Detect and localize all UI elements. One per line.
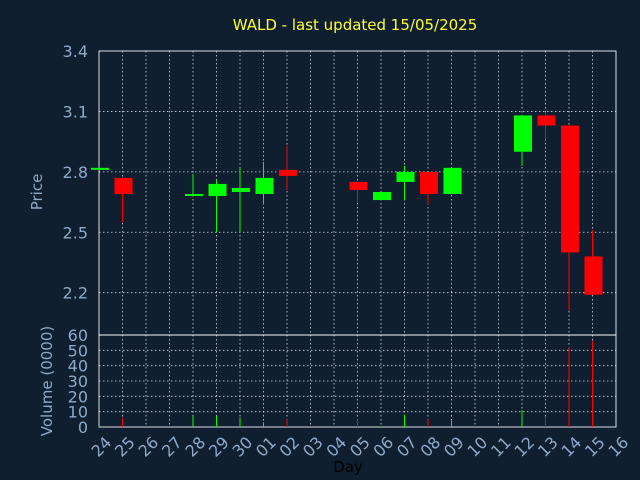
price-tick-label: 2.5 — [63, 223, 88, 242]
candle-body-up — [255, 177, 274, 195]
candle-body-up — [185, 194, 203, 197]
price-panel: 2.2 2.5 2.8 3.1 3.4 — [63, 42, 617, 336]
candle-body-up — [373, 191, 391, 201]
volume-tick-label: 20 — [68, 387, 88, 406]
price-axis-label: Price — [28, 174, 46, 211]
chart-title: WALD - last updated 15/05/2025 — [233, 16, 478, 34]
candle-body-up — [514, 115, 532, 152]
candle-body-down — [561, 125, 579, 253]
candle-body-up — [208, 183, 227, 197]
candle-body-down — [349, 181, 368, 190]
volume-tick-label: 0 — [78, 418, 88, 437]
x-axis-label: Day — [333, 458, 363, 476]
candle-body-down — [420, 171, 438, 195]
volume-tick-label: 10 — [68, 403, 88, 422]
volume-tick-label: 40 — [68, 357, 88, 376]
volume-tick-label: 30 — [68, 372, 88, 391]
volume-tick-label: 60 — [68, 326, 88, 345]
candle-body-down — [114, 177, 133, 195]
candle-body-up — [443, 167, 462, 195]
volume-plot-frame — [98, 334, 617, 428]
candle-body-up — [396, 171, 415, 182]
price-tick-label: 3.1 — [63, 102, 88, 121]
volume-axis-label: Volume (0000) — [38, 326, 56, 436]
candle-body-down — [584, 256, 603, 295]
x-tick-label: 16 — [604, 433, 632, 461]
candle-body-down — [279, 169, 297, 176]
candle-body-up — [91, 167, 109, 170]
candle-body-up — [232, 187, 250, 192]
volume-panel: 2425262728293001020304050607080910111213… — [68, 326, 633, 461]
volume-tick-label: 50 — [68, 341, 88, 360]
price-tick-label: 2.2 — [63, 284, 88, 303]
price-tick-label: 2.8 — [63, 163, 88, 182]
price-tick-label: 3.4 — [63, 42, 88, 61]
candle-body-down — [537, 115, 556, 126]
